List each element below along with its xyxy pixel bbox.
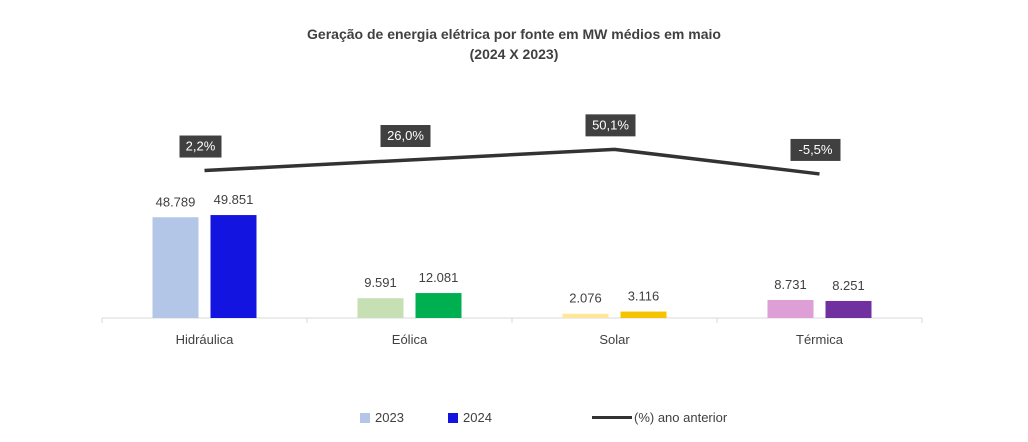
- x-tick-label: Hidráulica: [176, 332, 235, 347]
- legend-swatch-2023: [360, 412, 370, 423]
- chart-title-block: Geração de energia elétrica por fonte em…: [0, 24, 1028, 64]
- line-label-box: [585, 114, 636, 137]
- legend-item-2023: 2023: [360, 410, 404, 425]
- legend-label-line: (%) ano anterior: [634, 410, 728, 425]
- bar-2024-2: [620, 311, 667, 318]
- bar-label-2024-3: 8.251: [832, 278, 865, 293]
- line-label: 50,1%: [592, 117, 629, 132]
- bar-2024-1: [415, 293, 462, 318]
- x-tick-label: Térmica: [796, 332, 844, 347]
- bar-label-2023-3: 8.731: [774, 277, 807, 292]
- line-label-box: [380, 125, 431, 148]
- chart-title: Geração de energia elétrica por fonte em…: [307, 26, 721, 42]
- bar-label-2024-1: 12.081: [419, 270, 459, 285]
- legend-item-2024: 2024: [448, 410, 492, 425]
- bar-2024-0: [210, 215, 257, 318]
- line-label-box: [179, 135, 222, 158]
- bar-2023-2: [562, 313, 609, 318]
- line-label: 26,0%: [387, 128, 424, 143]
- bar-label-2023-2: 2.076: [569, 291, 602, 306]
- bar-2024-3: [825, 300, 872, 318]
- bar-label-2023-0: 48.789: [156, 194, 196, 209]
- x-tick-label: Solar: [599, 332, 630, 347]
- line-label: 2,2%: [186, 139, 216, 154]
- bar-label-2024-0: 49.851: [214, 192, 254, 207]
- bar-label-2023-1: 9.591: [364, 275, 397, 290]
- legend-swatch-2024: [448, 412, 458, 423]
- change-line: [204, 147, 820, 176]
- bar-2023-0: [152, 217, 199, 318]
- x-tick-label: Eólica: [392, 332, 428, 347]
- line-label-box: [790, 138, 841, 161]
- legend-label-2024: 2024: [463, 410, 492, 425]
- bar-label-2024-2: 3.116: [628, 289, 660, 304]
- bar-2023-3: [767, 299, 814, 318]
- bar-2023-1: [357, 298, 404, 318]
- chart-subtitle: (2024 X 2023): [469, 46, 559, 62]
- legend-label-2023: 2023: [375, 410, 404, 425]
- legend-line-swatch: [592, 416, 632, 419]
- line-label: -5,5%: [799, 142, 833, 157]
- chart-plot: 48.789 49.851 Hidráulica 9.591 12.081 Eólica 2…: [101, 114, 923, 347]
- legend-item-line: (%) ano anterior: [592, 410, 727, 425]
